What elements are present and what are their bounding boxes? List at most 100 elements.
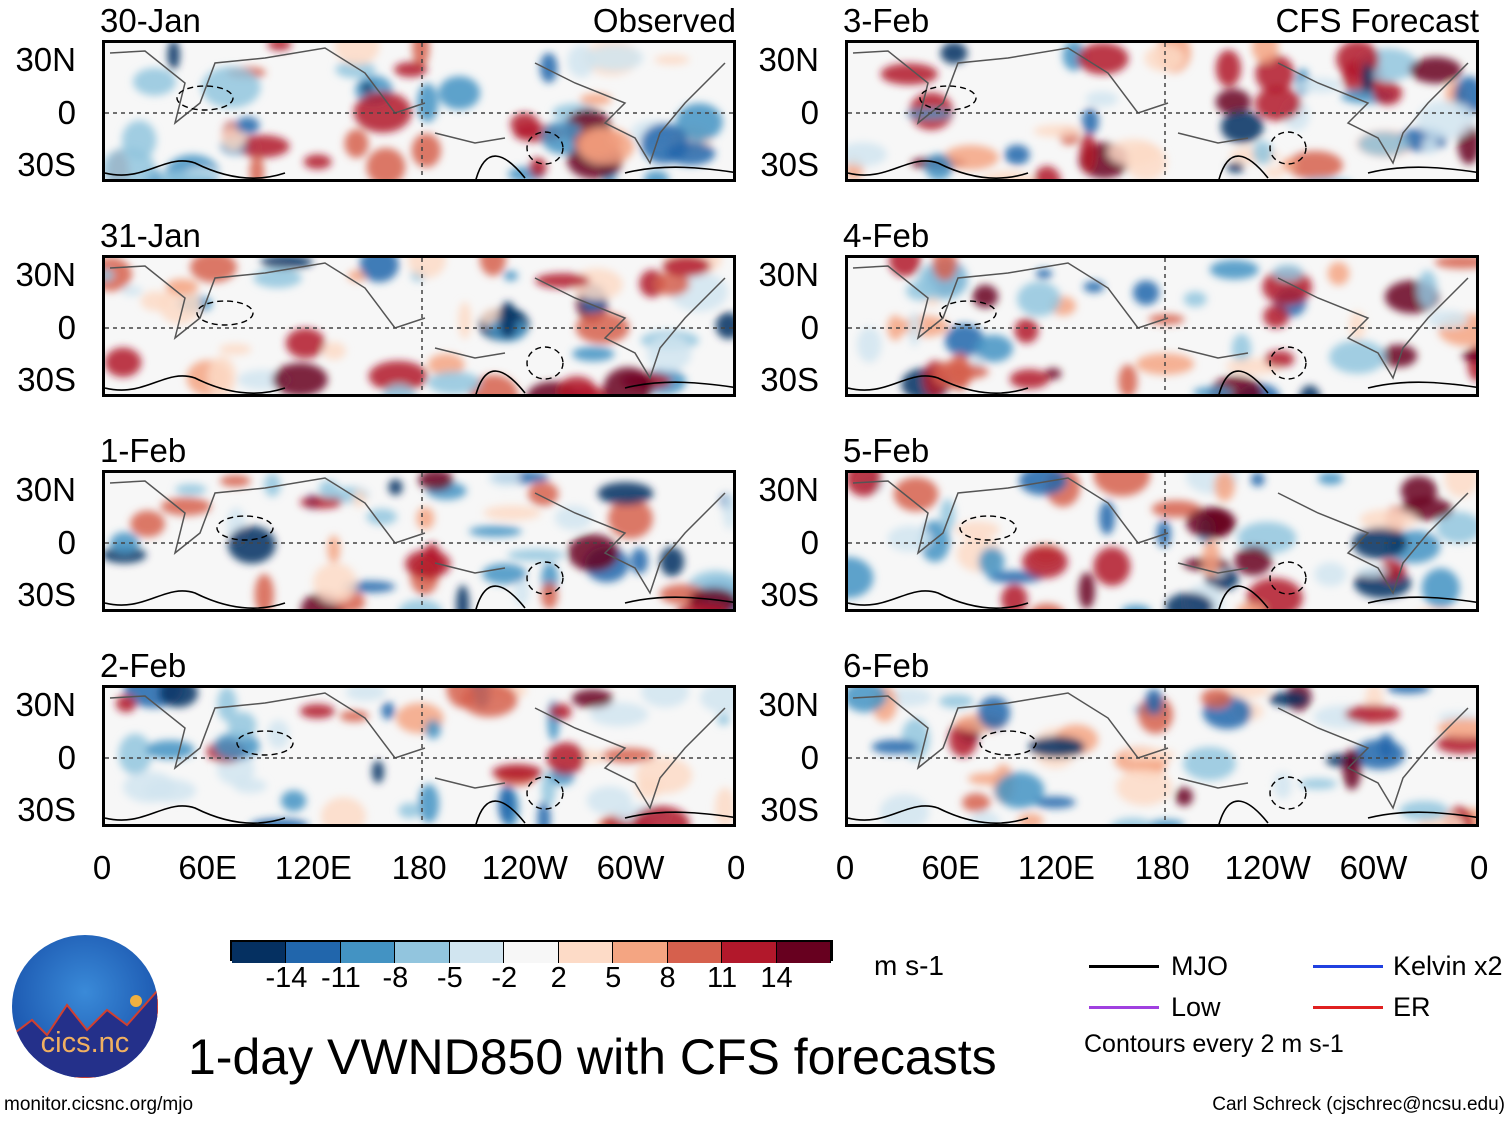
anomaly-blob bbox=[546, 742, 585, 775]
wind-anomaly-shading bbox=[848, 688, 1476, 824]
anomaly-blob bbox=[1220, 110, 1264, 144]
anomaly-blob bbox=[932, 258, 958, 281]
anomaly-blob bbox=[641, 688, 690, 708]
anomaly-blob bbox=[1111, 817, 1154, 824]
anomaly-blob bbox=[219, 474, 251, 487]
anomaly-blob bbox=[130, 510, 166, 538]
anomaly-blob bbox=[1264, 167, 1285, 178]
lat-tick-label: 0 bbox=[57, 739, 76, 776]
anomaly-blob bbox=[488, 473, 521, 487]
anomaly-blob bbox=[479, 258, 507, 276]
mjo-contour bbox=[105, 155, 733, 179]
anomaly-blob bbox=[977, 696, 1011, 730]
anomaly-blob bbox=[1215, 88, 1251, 115]
anomaly-blob bbox=[539, 52, 558, 83]
anomaly-blob bbox=[267, 43, 292, 51]
anomaly-blob bbox=[398, 802, 421, 819]
lon-tick-label: 180 bbox=[1134, 849, 1190, 886]
anomaly-blob bbox=[1380, 344, 1418, 368]
anomaly-blob bbox=[482, 563, 527, 585]
anomaly-blob bbox=[1231, 333, 1252, 364]
footer-author: Carl Schreck (cjschrec@ncsu.edu) bbox=[1212, 1094, 1505, 1115]
anomaly-blob bbox=[411, 133, 441, 168]
anomaly-blob bbox=[940, 498, 955, 532]
anomaly-blob bbox=[132, 67, 177, 96]
mjo-contour-negative bbox=[176, 85, 234, 111]
anomaly-blob bbox=[630, 547, 649, 574]
anomaly-blob bbox=[1234, 546, 1272, 576]
anomaly-blob bbox=[1099, 500, 1115, 535]
anomaly-blob bbox=[438, 76, 481, 110]
colorbar-swatch bbox=[722, 942, 777, 963]
anomaly-blob bbox=[461, 688, 518, 718]
anomaly-blob bbox=[1344, 704, 1400, 724]
anomaly-blob bbox=[1262, 268, 1312, 305]
anomaly-blob bbox=[980, 170, 1034, 179]
anomaly-blob bbox=[371, 760, 385, 784]
anomaly-blob bbox=[1299, 778, 1337, 790]
anomaly-blob bbox=[1028, 736, 1085, 758]
map-panel-5-Feb bbox=[845, 470, 1479, 612]
anomaly-blob bbox=[1298, 77, 1343, 93]
anomaly-blob bbox=[557, 376, 597, 394]
anomaly-blob bbox=[1215, 49, 1242, 87]
lat-tick-label: 0 bbox=[800, 309, 819, 346]
anomaly-blob bbox=[503, 270, 518, 281]
legend-kelvin-label: Kelvin x2 bbox=[1393, 951, 1503, 981]
anomaly-blob bbox=[579, 93, 612, 106]
anomaly-blob bbox=[640, 123, 689, 164]
anomaly-blob bbox=[1093, 473, 1151, 497]
colorbar-swatch bbox=[504, 942, 559, 963]
anomaly-blob bbox=[654, 271, 690, 296]
panel-date: 1-Feb bbox=[100, 432, 187, 469]
anomaly-blob bbox=[1361, 63, 1374, 93]
anomaly-blob bbox=[359, 258, 399, 283]
anomaly-blob bbox=[529, 157, 547, 178]
anomaly-blob bbox=[175, 483, 207, 496]
anomaly-blob bbox=[190, 258, 237, 283]
mjo-contour bbox=[848, 800, 1476, 824]
anomaly-blob bbox=[1400, 476, 1438, 507]
anomaly-blob bbox=[722, 493, 733, 530]
anomaly-blob bbox=[893, 477, 939, 512]
mjo-contour-negative bbox=[919, 85, 977, 111]
colorbar-tick-label: 8 bbox=[659, 962, 676, 994]
lat-tick-label: 30N bbox=[758, 41, 819, 78]
anomaly-blob bbox=[1329, 340, 1386, 374]
anomaly-blob bbox=[1268, 691, 1308, 707]
anomaly-blob bbox=[1121, 604, 1151, 609]
mjo-contour bbox=[105, 370, 733, 394]
anomaly-blob bbox=[408, 258, 446, 278]
mjo-contour-negative bbox=[196, 300, 254, 326]
anomaly-blob bbox=[105, 347, 142, 378]
anomaly-blob bbox=[217, 688, 237, 722]
anomaly-blob bbox=[207, 356, 236, 394]
anomaly-blob bbox=[1327, 261, 1350, 286]
anomaly-blob bbox=[567, 44, 596, 78]
anomaly-blob bbox=[105, 269, 114, 282]
lat-tick-label: 30N bbox=[758, 471, 819, 508]
colorbar-swatch bbox=[667, 942, 723, 963]
anomaly-blob bbox=[848, 688, 887, 713]
anomaly-blob bbox=[969, 811, 1001, 824]
anomaly-blob bbox=[272, 363, 328, 394]
anomaly-blob bbox=[1202, 539, 1221, 578]
anomaly-blob bbox=[483, 505, 542, 521]
map-panel-3-Feb bbox=[845, 40, 1479, 182]
anomaly-blob bbox=[678, 603, 729, 609]
anomaly-blob bbox=[498, 301, 517, 339]
anomaly-blob bbox=[167, 43, 180, 70]
mjo-contour bbox=[848, 585, 1476, 609]
lon-tick-label: 0 bbox=[92, 849, 112, 886]
anomaly-blob bbox=[880, 63, 938, 85]
map-panel-4-Feb bbox=[845, 255, 1479, 397]
mjo-contour-negative bbox=[526, 561, 564, 595]
anomaly-blob bbox=[571, 689, 614, 709]
lat-tick-label: 30S bbox=[760, 146, 819, 183]
anomaly-blob bbox=[1264, 350, 1295, 368]
lon-tick-label: 60W bbox=[596, 849, 665, 886]
anomaly-blob bbox=[940, 43, 968, 64]
anomaly-blob bbox=[1416, 100, 1476, 139]
anomaly-blob bbox=[1314, 562, 1347, 587]
figure-title: 1-day VWND850 with CFS forecasts bbox=[188, 1029, 997, 1085]
